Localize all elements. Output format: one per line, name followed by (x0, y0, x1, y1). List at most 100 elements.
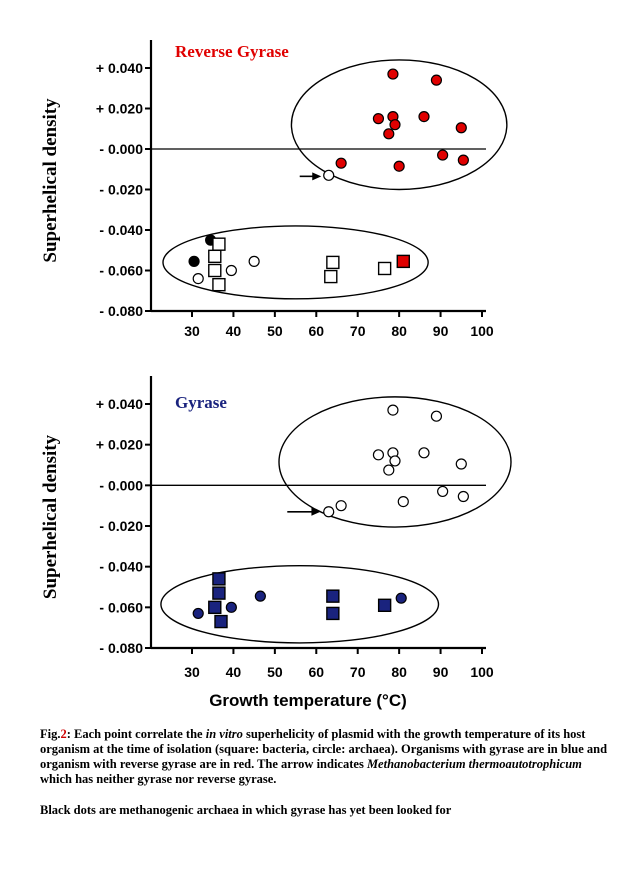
square-point (214, 614, 228, 629)
x-tick-label: 80 (391, 323, 407, 339)
y-tick-label: - 0.040 (99, 559, 143, 575)
x-tick-label: 40 (226, 323, 242, 339)
square-point (208, 249, 222, 264)
circle-point (387, 68, 399, 80)
square-point (326, 606, 340, 621)
circle-point (393, 160, 405, 172)
circle-point (437, 149, 449, 161)
chart-gyrase: + 0.040 + 0.020 - 0.000 - 0.020 - 0.040 - 0.0… (40, 376, 512, 710)
circle-point (192, 607, 204, 620)
caption-note: Black dots are methanogenic archaea in w… (40, 803, 452, 817)
square-point (208, 263, 222, 278)
square-point (208, 600, 222, 615)
circle-point (383, 128, 395, 140)
circle-point (372, 449, 385, 461)
circle-point (192, 273, 204, 285)
x-tick-label: 60 (308, 323, 324, 339)
caption-fig-number: 2 (60, 727, 67, 741)
caption-paragraph: Fig.2: Each point correlate the in vitro… (40, 727, 610, 787)
circle-point (248, 255, 260, 267)
square-point (212, 277, 226, 292)
grouping-ellipse (160, 564, 440, 644)
caption-text-2: superhelicity of plasmid with the growth… (40, 727, 608, 771)
circle-point (225, 601, 237, 613)
circle-point (430, 74, 443, 86)
square-point (212, 572, 226, 586)
circle-point (387, 404, 399, 416)
x-axis-label: Growth temperature (°C) (209, 691, 407, 710)
circle-point (254, 590, 266, 602)
circle-point (188, 255, 200, 267)
y-axis-label: Superhelical density (40, 434, 61, 599)
caption-italic-species: Methanobacterium thermoautotrophicum (366, 757, 582, 771)
caption-fig-label: Fig. (40, 727, 61, 741)
arrow-head (312, 172, 322, 181)
circle-point (455, 122, 467, 134)
x-tick-label: 100 (470, 664, 494, 680)
figure-caption: Fig.2: Each point correlate the in vitro… (40, 727, 610, 818)
caption-italic-in-vitro: in vitro (205, 727, 243, 741)
circle-point (335, 500, 347, 512)
x-tick-label: 90 (433, 664, 449, 680)
y-tick-label: - 0.020 (99, 182, 143, 198)
chart-reverse-gyrase: + 0.040 + 0.020 - 0.000 - 0.020 - 0.040 - 0.0… (40, 40, 508, 339)
circle-point (418, 447, 430, 459)
circle-point (389, 119, 401, 131)
arrow-head (311, 507, 321, 516)
square-point (377, 598, 392, 612)
circle-point (418, 110, 430, 123)
y-tick-label: + 0.020 (96, 101, 143, 117)
y-tick-label: - 0.000 (99, 141, 143, 157)
square-point (326, 589, 340, 603)
x-tick-label: 100 (470, 323, 494, 339)
circle-point (457, 490, 469, 503)
chart-title: Reverse Gyrase (175, 42, 289, 61)
y-tick-label: - 0.060 (99, 599, 143, 615)
square-point (377, 261, 392, 276)
square-point (326, 255, 340, 270)
circle-point (397, 496, 409, 508)
circle-point (395, 592, 407, 604)
grouping-ellipse (162, 225, 429, 300)
square-point (396, 254, 410, 269)
x-tick-label: 30 (184, 323, 200, 339)
x-tick-label: 50 (267, 664, 283, 680)
circle-point (457, 154, 469, 166)
y-tick-label: - 0.040 (99, 222, 143, 238)
circle-point (323, 169, 335, 181)
y-tick-label: - 0.060 (99, 263, 143, 279)
x-tick-label: 70 (350, 323, 366, 339)
y-tick-label: - 0.080 (99, 640, 143, 656)
x-tick-label: 30 (184, 664, 200, 680)
square-point (212, 237, 226, 251)
circle-point (323, 506, 335, 518)
caption-text-1: : Each point correlate the (66, 727, 206, 741)
circle-point (389, 455, 401, 467)
x-tick-label: 60 (308, 664, 324, 680)
caption-text-3: which has neither gyrase nor reverse gyr… (40, 772, 277, 786)
y-tick-label: - 0.080 (99, 303, 143, 319)
grouping-ellipse (290, 59, 508, 191)
circle-point (335, 157, 347, 169)
y-tick-label: - 0.000 (99, 477, 143, 493)
chart-title: Gyrase (175, 393, 227, 412)
grouping-ellipse (278, 396, 512, 528)
x-tick-label: 70 (350, 664, 366, 680)
circle-point (383, 464, 395, 476)
y-tick-label: - 0.020 (99, 518, 143, 534)
x-tick-label: 80 (391, 664, 407, 680)
y-tick-label: + 0.020 (96, 437, 143, 453)
circle-point (430, 410, 443, 422)
circle-point (455, 458, 467, 470)
x-tick-label: 50 (267, 323, 283, 339)
y-axis-label: Superhelical density (40, 98, 61, 263)
square-point (212, 586, 226, 600)
y-tick-label: + 0.040 (96, 60, 143, 76)
x-tick-label: 90 (433, 323, 449, 339)
circle-point (372, 113, 385, 125)
circle-point (437, 485, 449, 498)
y-tick-label: + 0.040 (96, 396, 143, 412)
circle-point (225, 264, 237, 277)
square-point (324, 269, 338, 284)
